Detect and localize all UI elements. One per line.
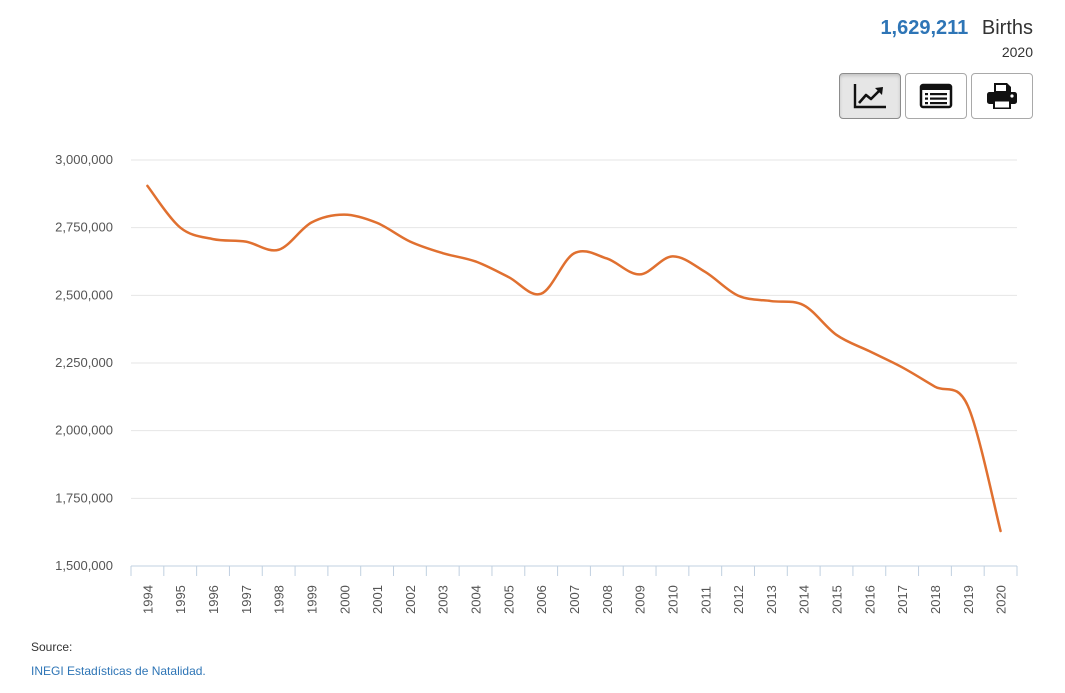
chart-view-button[interactable] [839, 73, 901, 119]
x-tick-label: 2002 [403, 585, 418, 614]
x-tick-label: 2001 [370, 585, 385, 614]
x-tick-label: 1995 [173, 585, 188, 614]
data-point [703, 270, 707, 274]
data-point [506, 275, 510, 279]
births-unit-label: Births [981, 17, 1033, 39]
data-point [769, 299, 773, 303]
x-tick-label: 2007 [567, 585, 582, 614]
x-tick-label: 2013 [764, 585, 779, 614]
series-line [146, 184, 1002, 533]
x-tick-label: 2015 [830, 585, 845, 614]
data-point [474, 259, 478, 263]
x-tick-label: 2018 [928, 585, 943, 614]
x-tick-label: 1998 [272, 585, 287, 614]
source-label: Source: [31, 640, 73, 654]
x-tick-label: 2006 [534, 585, 549, 614]
data-point [408, 239, 412, 243]
y-tick-label: 2,500,000 [55, 287, 113, 302]
y-tick-label: 1,750,000 [55, 490, 113, 505]
headline-stat: 1,629,211 Births 2020 [880, 16, 1033, 60]
data-point [736, 294, 740, 298]
y-tick-label: 2,250,000 [55, 355, 113, 370]
data-point [441, 251, 445, 255]
data-point [375, 221, 379, 225]
y-tick-label: 2,000,000 [55, 423, 113, 438]
data-point [867, 349, 871, 353]
births-line-chart: 1,500,000 1,750,000 2,000,000 2,250,000 2,50… [55, 152, 1018, 614]
x-tick-label: 2017 [895, 585, 910, 614]
printer-icon [987, 83, 1017, 109]
y-tick-label: 3,000,000 [55, 152, 113, 167]
x-tick-label: 2000 [337, 585, 352, 614]
y-tick-label: 1,500,000 [55, 558, 113, 573]
x-tick-label: 2011 [698, 586, 713, 614]
x-tick-label: 1996 [206, 585, 221, 614]
data-point [605, 256, 609, 260]
x-tick-label: 1999 [304, 585, 319, 614]
data-point [572, 251, 576, 255]
x-tick-label: 2008 [600, 585, 615, 614]
data-point [999, 529, 1003, 533]
data-point [900, 365, 904, 369]
data-point [309, 220, 313, 224]
data-point [211, 237, 215, 241]
x-tick-label: 2014 [797, 585, 812, 614]
data-point [539, 292, 543, 296]
data-point [277, 248, 281, 252]
view-toolbar [839, 73, 1033, 119]
data-point [966, 404, 970, 408]
x-tick-label: 2010 [665, 585, 680, 614]
data-point [342, 213, 346, 217]
x-tick-label: 2009 [633, 585, 648, 614]
source-link[interactable]: INEGI Estadísticas de Natalidad. [31, 664, 206, 678]
x-tick-label: 2012 [731, 585, 746, 614]
headline-stat-line: 1,629,211 Births [880, 16, 1033, 40]
data-point [670, 254, 674, 258]
births-value: 1,629,211 [880, 17, 969, 39]
x-tick-label: 2020 [994, 585, 1009, 614]
x-tick-label: 2016 [862, 585, 877, 614]
source-block: Source: INEGI Estadísticas de Natalidad. [31, 635, 206, 683]
x-tick-label: 1997 [239, 585, 254, 614]
y-tick-label: 2,750,000 [55, 220, 113, 235]
stat-year: 2020 [1001, 44, 1033, 60]
data-point [802, 303, 806, 307]
data-point [244, 240, 248, 244]
table-list-icon [919, 83, 953, 109]
data-point [835, 333, 839, 337]
data-point [145, 184, 149, 188]
x-tick-label: 2005 [501, 585, 516, 614]
x-tick-label: 2003 [436, 585, 451, 614]
data-point [933, 385, 937, 389]
print-button[interactable] [971, 73, 1033, 119]
table-view-button[interactable] [905, 73, 967, 119]
x-tick-label: 2019 [961, 585, 976, 614]
data-point [178, 226, 182, 230]
data-point [638, 272, 642, 276]
x-tick-label: 2004 [469, 585, 484, 614]
x-tick-label: 1994 [140, 585, 155, 614]
line-chart-icon [853, 84, 886, 109]
